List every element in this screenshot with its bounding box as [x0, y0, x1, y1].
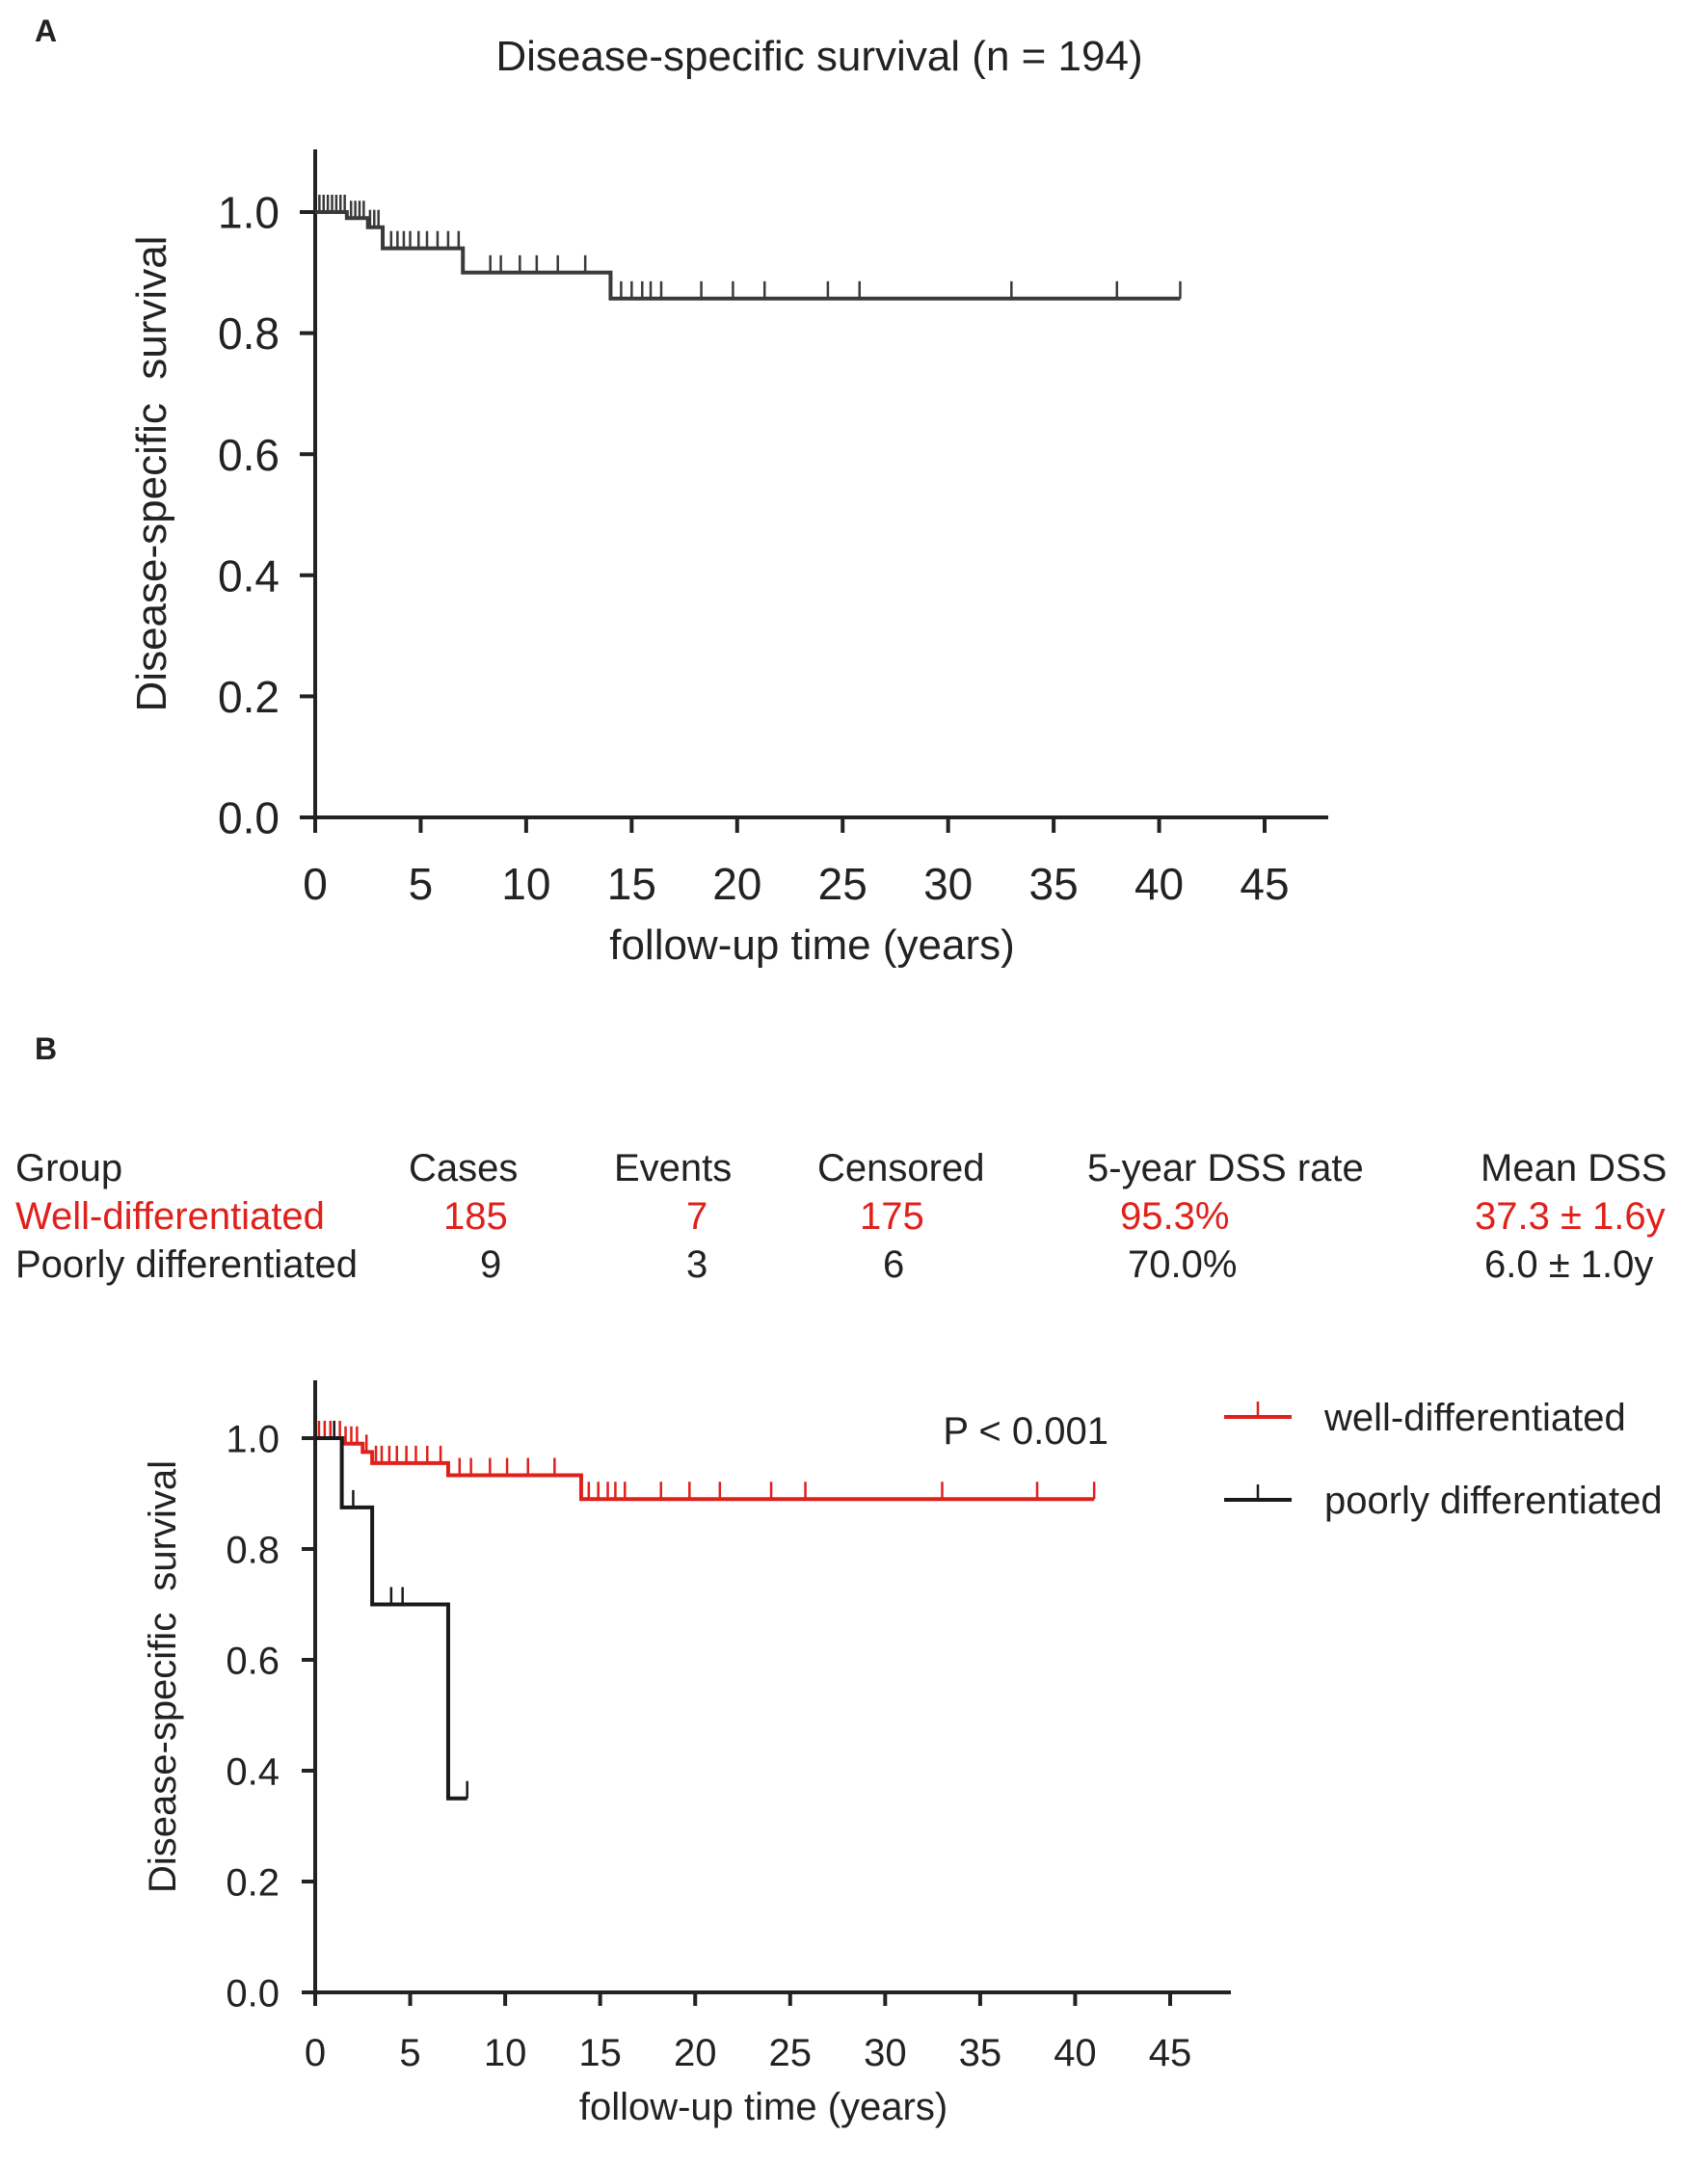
row-poor-rate: 70.0% [1128, 1243, 1238, 1286]
header-group: Group [15, 1147, 123, 1189]
header-mean: Mean DSS [1481, 1147, 1668, 1189]
chart-b-series-poorly-differentiated-line [315, 1436, 467, 1801]
chart-a-x-tick-label: 35 [1029, 859, 1079, 909]
chart-a-x-tick-label: 20 [712, 859, 761, 909]
row-poor-group: Poorly differentiated [15, 1243, 359, 1286]
row-well-cases: 185 [443, 1195, 508, 1238]
row-well-events: 7 [686, 1195, 708, 1238]
chart-a-y-tick-label: 0.6 [218, 430, 280, 480]
chart-b-y-tick-label: 1.0 [226, 1418, 280, 1460]
chart-b-legend-label: poorly differentiated [1324, 1480, 1663, 1522]
chart-a-x-tick-label: 30 [923, 859, 973, 909]
row-well-group: Well-differentiated [15, 1195, 325, 1238]
chart-a-x-tick-label: 40 [1134, 859, 1184, 909]
chart-b-p-value: P < 0.001 [943, 1410, 1108, 1453]
chart-b-x-tick-label: 30 [864, 2032, 907, 2074]
row-poor-mean: 6.0 ± 1.0y [1484, 1243, 1654, 1286]
chart-a-title: Disease-specific survival (n = 194) [495, 33, 1143, 80]
chart-a-x-axis-label: follow-up time (years) [609, 921, 1015, 969]
row-poor-events: 3 [686, 1243, 708, 1286]
chart-a-y-tick-label: 1.0 [218, 188, 280, 238]
chart-b-y-tick-label: 0.8 [226, 1529, 280, 1571]
panel-b-label: B [35, 1031, 58, 1066]
chart-b-x-tick-label: 40 [1054, 2032, 1097, 2074]
chart-b-x-tick-label: 35 [959, 2032, 1002, 2074]
row-well-rate: 95.3% [1120, 1195, 1230, 1238]
chart-b-y-tick-label: 0.4 [226, 1750, 280, 1793]
chart-b-legend-label: well-differentiated [1323, 1397, 1626, 1439]
row-well-censored: 175 [860, 1195, 924, 1238]
chart-b-x-tick-label: 15 [578, 2032, 622, 2074]
chart-a-y-tick-label: 0.4 [218, 550, 280, 601]
chart-b-x-tick-label: 10 [484, 2032, 527, 2074]
chart-a-series-overall-line [315, 210, 1181, 301]
row-poor-censored: 6 [883, 1243, 905, 1286]
chart-b-y-tick-label: 0.6 [226, 1640, 280, 1682]
chart-b-x-tick-label: 20 [674, 2032, 717, 2074]
chart-a-x-tick-label: 0 [303, 859, 328, 909]
chart-a-y-tick-label: 0.8 [218, 308, 280, 359]
row-well-mean: 37.3 ± 1.6y [1475, 1195, 1666, 1238]
chart-a-x-tick-label: 10 [501, 859, 550, 909]
chart-b-y-tick-label: 0.2 [226, 1861, 280, 1904]
header-rate: 5-year DSS rate [1087, 1147, 1364, 1189]
panel-a-label: A [35, 13, 58, 48]
chart-b-y-tick-label: 0.0 [226, 1972, 280, 2015]
chart-a-x-tick-label: 45 [1240, 859, 1289, 909]
chart-a-x-tick-label: 5 [409, 859, 434, 909]
chart-a-x-tick-label: 25 [818, 859, 867, 909]
row-poor-cases: 9 [480, 1243, 502, 1286]
header-events: Events [614, 1147, 733, 1189]
chart-a-y-axis-label: Disease-specific survival [128, 236, 175, 712]
header-cases: Cases [409, 1147, 519, 1189]
chart-b-x-tick-label: 0 [305, 2032, 326, 2074]
chart-a-x-tick-label: 15 [607, 859, 656, 909]
header-censored: Censored [817, 1147, 985, 1189]
chart-b-x-tick-label: 45 [1149, 2032, 1192, 2074]
chart-a-y-tick-label: 0.0 [218, 793, 280, 843]
chart-b-x-tick-label: 5 [399, 2032, 420, 2074]
chart-b-x-tick-label: 25 [769, 2032, 813, 2074]
chart-a-y-tick-label: 0.2 [218, 672, 280, 722]
chart-b-y-axis-label: Disease-specific survival [142, 1460, 184, 1893]
chart-b-x-axis-label: follow-up time (years) [579, 2086, 947, 2128]
